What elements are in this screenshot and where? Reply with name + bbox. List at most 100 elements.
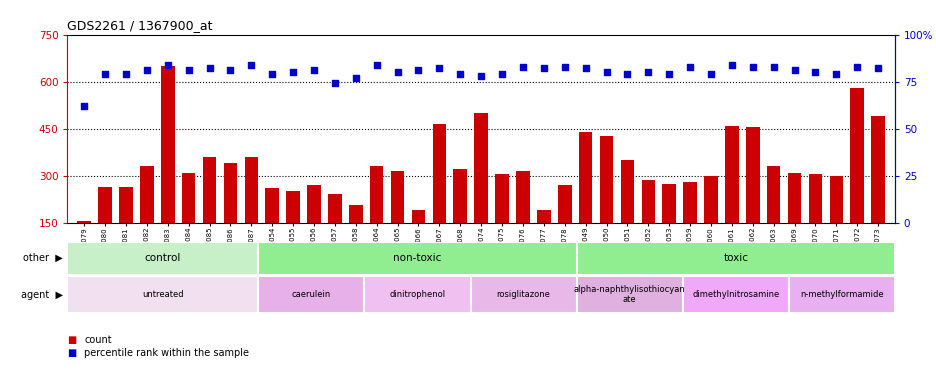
Point — [620, 71, 635, 77]
Point — [766, 63, 781, 70]
Bar — [182, 172, 196, 270]
Point — [97, 71, 112, 77]
Bar — [576, 276, 682, 313]
Text: rosiglitazone: rosiglitazone — [496, 290, 550, 299]
Text: dinitrophenol: dinitrophenol — [389, 290, 446, 299]
Bar — [745, 127, 759, 270]
Point — [494, 71, 509, 77]
Point — [118, 71, 133, 77]
Point — [870, 65, 885, 71]
Point — [181, 67, 196, 73]
Bar — [161, 66, 174, 270]
Bar — [576, 242, 894, 275]
Text: other  ▶: other ▶ — [23, 253, 63, 263]
Point — [452, 71, 467, 77]
Bar — [620, 160, 634, 270]
Bar — [411, 210, 425, 270]
Text: alpha-naphthylisothiocyan
ate: alpha-naphthylisothiocyan ate — [573, 285, 685, 305]
Point — [807, 69, 822, 75]
Point — [535, 65, 550, 71]
Point — [515, 63, 530, 70]
Text: n-methylformamide: n-methylformamide — [799, 290, 883, 299]
Bar — [139, 166, 154, 270]
Bar — [244, 157, 257, 270]
Point — [724, 61, 739, 68]
Point — [348, 75, 363, 81]
Bar — [78, 221, 91, 270]
Point — [139, 67, 154, 73]
Text: dimethylnitrosamine: dimethylnitrosamine — [692, 290, 779, 299]
Bar — [641, 180, 654, 270]
Point — [389, 69, 404, 75]
Bar — [682, 276, 788, 313]
Point — [202, 65, 217, 71]
Bar — [599, 136, 613, 270]
Bar — [662, 184, 675, 270]
Bar — [348, 205, 362, 270]
Text: untreated: untreated — [142, 290, 183, 299]
Bar — [516, 171, 529, 270]
Bar — [724, 126, 738, 270]
Bar — [224, 163, 237, 270]
Point — [786, 67, 801, 73]
Bar — [364, 276, 470, 313]
Point — [849, 63, 864, 70]
Text: ■: ■ — [67, 348, 77, 358]
Point — [681, 63, 696, 70]
Text: caerulein: caerulein — [291, 290, 330, 299]
Point — [369, 61, 384, 68]
Text: control: control — [144, 253, 181, 263]
Point — [557, 63, 572, 70]
Point — [703, 71, 718, 77]
Text: GDS2261 / 1367900_at: GDS2261 / 1367900_at — [67, 19, 212, 32]
Bar — [370, 166, 383, 270]
Bar — [265, 188, 279, 270]
Text: non-toxic: non-toxic — [393, 253, 441, 263]
Bar — [67, 276, 258, 313]
Point — [223, 67, 238, 73]
Point — [285, 69, 300, 75]
Bar — [704, 176, 717, 270]
Bar — [202, 157, 216, 270]
Bar — [98, 187, 111, 270]
Bar — [808, 174, 822, 270]
Point — [598, 69, 613, 75]
Point — [77, 103, 92, 109]
Point — [431, 65, 446, 71]
Text: percentile rank within the sample: percentile rank within the sample — [84, 348, 249, 358]
Bar — [470, 276, 576, 313]
Text: count: count — [84, 335, 111, 345]
Text: ■: ■ — [67, 335, 77, 345]
Point — [578, 65, 592, 71]
Bar — [286, 191, 300, 270]
Bar — [828, 176, 842, 270]
Bar — [850, 88, 863, 270]
Point — [160, 61, 175, 68]
Bar — [474, 113, 488, 270]
Bar — [788, 276, 894, 313]
Bar — [453, 169, 466, 270]
Bar — [557, 185, 571, 270]
Bar — [390, 171, 404, 270]
Point — [306, 67, 321, 73]
Point — [411, 67, 426, 73]
Point — [327, 80, 342, 86]
Bar — [536, 210, 550, 270]
Bar — [328, 195, 342, 270]
Point — [661, 71, 676, 77]
Bar — [307, 185, 320, 270]
Bar — [258, 276, 364, 313]
Bar — [432, 124, 446, 270]
Bar — [495, 174, 508, 270]
Text: agent  ▶: agent ▶ — [21, 290, 63, 300]
Bar — [787, 172, 800, 270]
Point — [473, 73, 489, 79]
Point — [640, 69, 655, 75]
Bar — [682, 182, 696, 270]
Bar — [578, 132, 592, 270]
Bar — [258, 242, 576, 275]
Text: toxic: toxic — [723, 253, 748, 263]
Bar — [870, 116, 884, 270]
Point — [828, 71, 843, 77]
Bar — [119, 187, 133, 270]
